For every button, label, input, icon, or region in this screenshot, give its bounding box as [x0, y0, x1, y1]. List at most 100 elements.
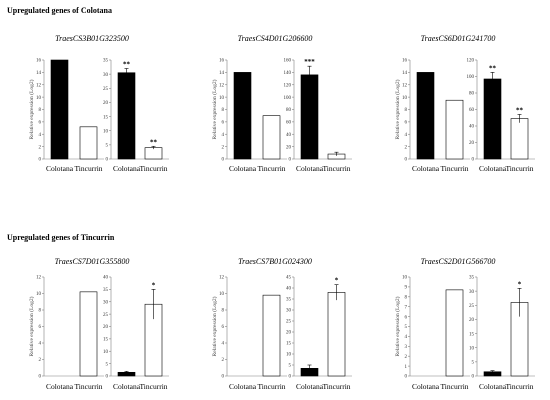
log2-bar-colotana	[50, 59, 69, 160]
fold-bar-tincurrin	[327, 292, 346, 377]
fold-tick-label: 20	[286, 331, 292, 336]
fold-tick-label: 80	[469, 92, 475, 97]
fold-tick-label: 30	[103, 73, 109, 78]
fold-category-label: Colotana	[113, 382, 141, 391]
log2-bar-colotana	[233, 72, 252, 160]
fold-tick-label: 15	[286, 342, 292, 347]
log2-tick-label: 4	[39, 133, 42, 138]
log2-category-label: Tincurrin	[74, 382, 102, 391]
log2-tick-label: 6	[222, 121, 225, 126]
fold-tick-label: 0	[289, 375, 292, 380]
fold-bar-tincurrin	[144, 147, 163, 160]
fold-tick-label: 25	[286, 320, 292, 325]
log2-tick-label: 0	[222, 375, 225, 380]
fold-category-label: Tincurrin	[139, 382, 167, 391]
log2-tick-label: 5	[405, 325, 408, 330]
fold-tick-label: 20	[469, 318, 475, 323]
fold-tick-label: 0	[472, 375, 475, 380]
fold-tick-label: 15	[469, 332, 475, 337]
fold-bar-colotana	[483, 78, 502, 160]
log2-tick-label: 12	[402, 83, 408, 88]
fold-tick-label: 30	[103, 300, 109, 305]
fold-tick-label: 60	[469, 108, 475, 113]
fold-category-label: Colotana	[479, 382, 507, 391]
fold-tick-label: 30	[286, 309, 292, 314]
log2-tick-label: 10	[219, 96, 225, 101]
fold-tick-label: 25	[103, 87, 109, 92]
fold-tick-label: 10	[103, 129, 109, 134]
log2-bar-tincurrin	[262, 115, 281, 160]
fold-category-label: Tincurrin	[505, 382, 533, 391]
fold-tick-label: 15	[103, 338, 109, 343]
fold-tick-label: 5	[472, 361, 475, 366]
fold-tick-label: 10	[103, 350, 109, 355]
log2-bar-tincurrin	[79, 291, 98, 377]
fold-tick-label: 20	[286, 145, 292, 150]
fold-tick-label: 60	[286, 121, 292, 126]
y-axis-label: Relative expression (Log2)	[211, 296, 218, 356]
log2-tick-label: 12	[36, 83, 42, 88]
gene-panel: TraesCS3B01G323500 Relative expression (L…	[28, 34, 169, 173]
fold-significance-marker: *	[518, 280, 522, 288]
log2-category-label: Colotana	[412, 382, 440, 391]
log2-tick-label: 8	[39, 309, 42, 314]
fold-category-label: Colotana	[296, 164, 324, 173]
fold-tick-label: 5	[106, 144, 109, 149]
log2-tick-label: 7	[405, 305, 408, 310]
fold-tick-label: 35	[103, 59, 109, 64]
log2-category-label: Colotana	[412, 164, 440, 173]
fold-tick-label: 40	[286, 133, 292, 138]
log2-tick-label: 14	[402, 71, 408, 76]
log2-tick-label: 8	[405, 296, 408, 301]
fold-category-label: Tincurrin	[139, 164, 167, 173]
fold-tick-label: 0	[289, 158, 292, 163]
fold-tick-label: 25	[469, 304, 475, 309]
section-title-tincurrin: Upregulated genes of Tincurrin	[7, 233, 115, 242]
log2-tick-label: 8	[222, 309, 225, 314]
fold-tick-label: 35	[469, 276, 475, 281]
log2-category-label: Tincurrin	[440, 164, 468, 173]
log2-tick-label: 16	[36, 59, 42, 64]
log2-tick-label: 12	[219, 83, 225, 88]
fold-tick-label: 5	[106, 362, 109, 367]
log2-tick-label: 10	[402, 276, 408, 281]
log2-tick-label: 10	[402, 96, 408, 101]
log2-category-label: Tincurrin	[74, 164, 102, 173]
fold-bar-colotana	[300, 74, 319, 160]
fold-tick-label: 40	[103, 276, 109, 281]
fold-tick-label: 45	[286, 276, 292, 281]
gene-title: TraesCS4D01G206600	[238, 34, 313, 43]
log2-bar-colotana	[416, 72, 435, 160]
fold-category-label: Tincurrin	[322, 382, 350, 391]
log2-tick-label: 0	[39, 158, 42, 163]
log2-tick-label: 2	[222, 358, 225, 363]
log2-tick-label: 3	[405, 345, 408, 350]
log2-tick-label: 6	[39, 121, 42, 126]
fold-category-label: Tincurrin	[505, 164, 533, 173]
log2-tick-label: 10	[36, 96, 42, 101]
log2-tick-label: 14	[36, 71, 42, 76]
fold-tick-label: 120	[467, 59, 475, 64]
fold-significance-marker: **	[123, 60, 131, 68]
fold-significance-marker: *	[152, 281, 156, 289]
fold-tick-label: 20	[103, 101, 109, 106]
log2-category-label: Colotana	[46, 164, 74, 173]
fold-tick-label: 20	[469, 141, 475, 146]
gene-title: TraesCS6D01G241700	[421, 34, 496, 43]
log2-bar-tincurrin	[445, 289, 464, 377]
fold-tick-label: 120	[284, 83, 292, 88]
log2-tick-label: 0	[405, 375, 408, 380]
log2-tick-label: 1	[405, 365, 408, 370]
fold-significance-marker: **	[489, 64, 497, 72]
log2-tick-label: 8	[39, 108, 42, 113]
log2-tick-label: 2	[405, 355, 408, 360]
log2-category-label: Tincurrin	[257, 164, 285, 173]
fold-category-label: Tincurrin	[322, 164, 350, 173]
fold-tick-label: 80	[286, 108, 292, 113]
log2-category-label: Tincurrin	[440, 382, 468, 391]
fold-tick-label: 40	[469, 125, 475, 130]
log2-tick-label: 0	[405, 158, 408, 163]
log2-tick-label: 12	[219, 276, 225, 281]
log2-tick-label: 14	[219, 71, 225, 76]
log2-tick-label: 2	[39, 358, 42, 363]
